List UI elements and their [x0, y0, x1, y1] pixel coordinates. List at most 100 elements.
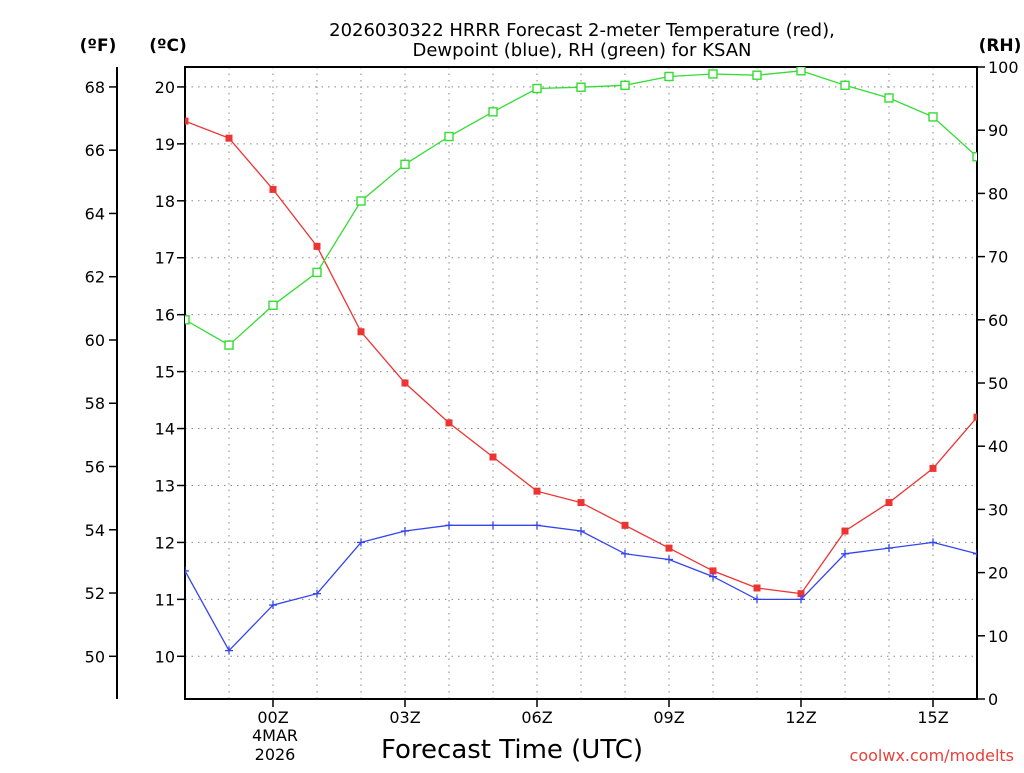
dewpoint-point	[621, 550, 629, 558]
temperature-point	[578, 499, 585, 506]
temperature-point	[842, 528, 849, 535]
dewpoint-point	[665, 556, 673, 564]
celsius-unit-label: (ºC)	[149, 36, 187, 56]
celsius-tick-label: 15	[155, 363, 175, 382]
series-rh	[137, 67, 1024, 349]
celsius-tick-label: 12	[155, 533, 175, 552]
fahrenheit-tick-label: 54	[85, 521, 105, 540]
rh-point	[577, 83, 585, 91]
rh-point	[269, 301, 277, 309]
dewpoint-point	[445, 521, 453, 529]
dewpoint-point	[577, 527, 585, 535]
temperature-point	[754, 584, 761, 591]
rh-point	[797, 67, 805, 75]
rh-tick-label: 60	[988, 311, 1008, 330]
rh-point	[753, 71, 761, 79]
rh-point	[357, 197, 365, 205]
celsius-tick-label: 16	[155, 306, 175, 325]
celsius-tick-label: 14	[155, 420, 175, 439]
rh-point	[621, 81, 629, 89]
fahrenheit-tick-label: 66	[85, 141, 105, 160]
date-label-year: 2026	[255, 745, 296, 764]
x-tick-label: 15Z	[917, 708, 948, 727]
x-tick-label: 00Z	[257, 708, 288, 727]
rh-point	[137, 291, 145, 299]
x-tick-label: 03Z	[389, 708, 420, 727]
temperature-point	[402, 380, 409, 387]
temperature-point	[622, 522, 629, 529]
chart-title-line2: Dewpoint (blue), RH (green) for KSAN	[412, 40, 751, 61]
chart-title-line1: 2026030322 HRRR Forecast 2-meter Tempera…	[329, 20, 835, 41]
rh-point	[973, 153, 981, 161]
date-label-month: 4MAR	[252, 726, 298, 745]
rh-tick-label: 50	[988, 374, 1008, 393]
rh-point	[533, 84, 541, 92]
x-axis-title: Forecast Time (UTC)	[381, 735, 643, 765]
x-tick-label: 06Z	[521, 708, 552, 727]
fahrenheit-tick-label: 64	[85, 204, 105, 223]
x-tick-label: 09Z	[653, 708, 684, 727]
rh-point	[1017, 189, 1024, 197]
series-temperature	[138, 95, 1024, 597]
fahrenheit-tick-label: 58	[85, 394, 105, 413]
rh-point	[665, 72, 673, 80]
rh-point	[225, 341, 233, 349]
rh-tick-label: 100	[988, 58, 1019, 77]
rh-unit-label: (RH)	[979, 36, 1022, 56]
temperature-point	[886, 499, 893, 506]
rh-tick-label: 0	[988, 690, 998, 709]
temperature-point	[226, 135, 233, 142]
plot-frame	[185, 67, 977, 699]
fahrenheit-tick-label: 60	[85, 331, 105, 350]
dewpoint-point	[181, 567, 189, 575]
fahrenheit-unit-label: (ºF)	[80, 36, 117, 56]
rh-point	[885, 94, 893, 102]
dewpoint-point	[753, 595, 761, 603]
celsius-tick-label: 20	[155, 78, 175, 97]
rh-point	[709, 70, 717, 78]
rh-tick-label: 20	[988, 564, 1008, 583]
rh-tick-label: 10	[988, 627, 1008, 646]
temperature-point	[930, 465, 937, 472]
celsius-tick-label: 19	[155, 135, 175, 154]
temperature-point	[270, 186, 277, 193]
fahrenheit-tick-label: 50	[85, 647, 105, 666]
dewpoint-point	[401, 527, 409, 535]
rh-point	[313, 268, 321, 276]
temperature-point	[138, 95, 145, 102]
dewpoint-point	[885, 544, 893, 552]
dewpoint-point	[533, 521, 541, 529]
rh-tick-label: 90	[988, 121, 1008, 140]
temperature-point	[182, 118, 189, 125]
dewpoint-point	[1017, 567, 1024, 575]
temperature-point	[534, 488, 541, 495]
rh-point	[489, 108, 497, 116]
celsius-tick-label: 11	[155, 590, 175, 609]
celsius-tick-label: 18	[155, 192, 175, 211]
fahrenheit-tick-label: 68	[85, 78, 105, 97]
celsius-tick-label: 10	[155, 647, 175, 666]
temperature-point	[314, 243, 321, 250]
x-tick-label: 12Z	[785, 708, 816, 727]
rh-tick-label: 70	[988, 248, 1008, 267]
rh-point	[445, 133, 453, 141]
temperature-point	[446, 419, 453, 426]
dewpoint-point	[137, 544, 145, 552]
fahrenheit-tick-label: 62	[85, 268, 105, 287]
rh-point	[841, 81, 849, 89]
rh-point	[181, 316, 189, 324]
celsius-tick-label: 17	[155, 249, 175, 268]
rh-tick-label: 30	[988, 500, 1008, 519]
temperature-point	[974, 414, 981, 421]
temperature-point	[666, 545, 673, 552]
credit-text: coolwx.com/modelts	[850, 746, 1014, 765]
dewpoint-point	[929, 538, 937, 546]
temperature-line	[141, 98, 1024, 593]
rh-tick-label: 40	[988, 437, 1008, 456]
dewpoint-point	[489, 521, 497, 529]
dewpoint-point	[973, 550, 981, 558]
temperature-point	[1018, 374, 1024, 381]
rh-point	[401, 160, 409, 168]
fahrenheit-tick-label: 56	[85, 458, 105, 477]
